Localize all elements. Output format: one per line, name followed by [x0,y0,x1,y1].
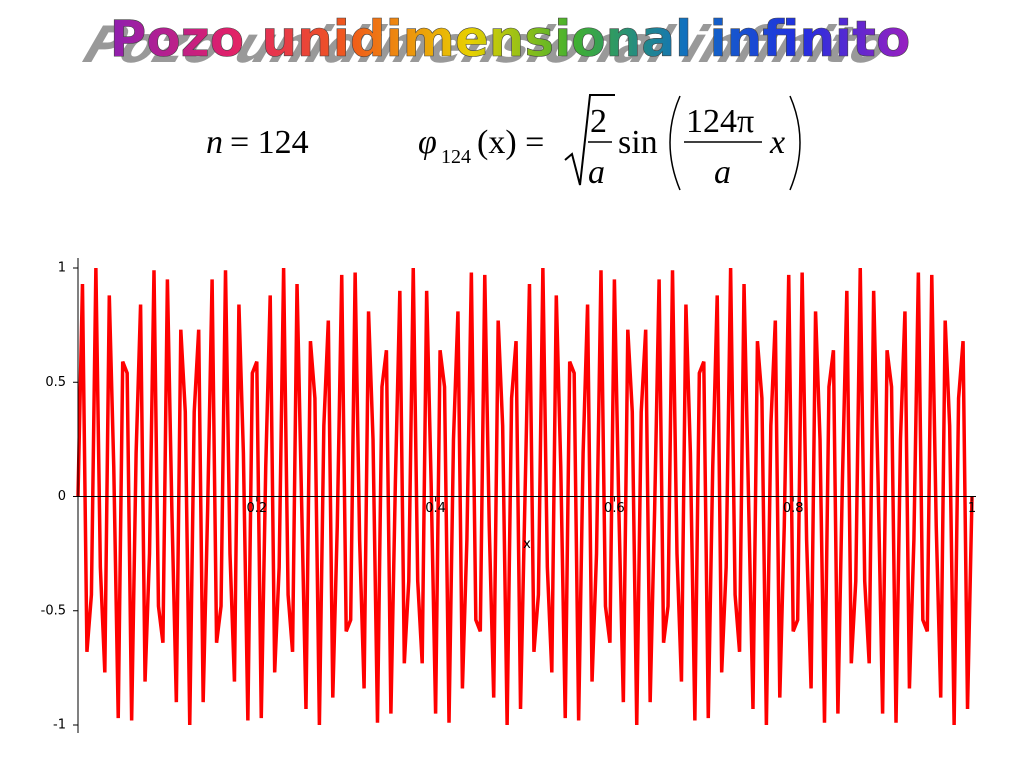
y-tick-label: -1 [53,718,66,733]
plot: -1 -0.5 0 0.5 1 0.2 0.4 0.6 0.8 1 x [41,258,976,733]
paren-right [789,95,801,191]
formula: n = 124 φ 124 (x) = 2 a sin 124π a x [206,94,801,191]
x-tick-label: 0.6 [604,501,625,516]
sqrt-sign [564,94,615,186]
frac-den: a [714,154,731,191]
subscript: 124 [441,146,471,168]
paren-left [669,95,681,191]
sqrt-den: a [588,154,605,191]
frac-num: 124π [686,103,754,140]
chart-title: Pozo unidimensional infinito [110,10,911,68]
tail: x [769,124,785,161]
y-tick-label: 0 [58,489,66,504]
y-tick-label: 0.5 [45,375,66,390]
n-var: n [206,124,223,161]
arg: (x) = [477,124,544,161]
n-value: = 124 [230,124,309,161]
phi: φ [418,124,437,161]
title-shadow: Pozo unidimensional infinito [70,16,904,74]
x-tick-label: 0.2 [246,501,267,516]
y-tick-label: 1 [58,261,66,276]
x-tick-label: 0.8 [783,501,804,516]
x-axis-label: x [523,537,531,552]
func: sin [618,124,658,161]
y-tick-label: -0.5 [41,603,66,618]
x-tick-label: 0.4 [425,501,446,516]
sqrt-num: 2 [590,103,607,140]
x-tick-label: 1 [968,501,976,516]
